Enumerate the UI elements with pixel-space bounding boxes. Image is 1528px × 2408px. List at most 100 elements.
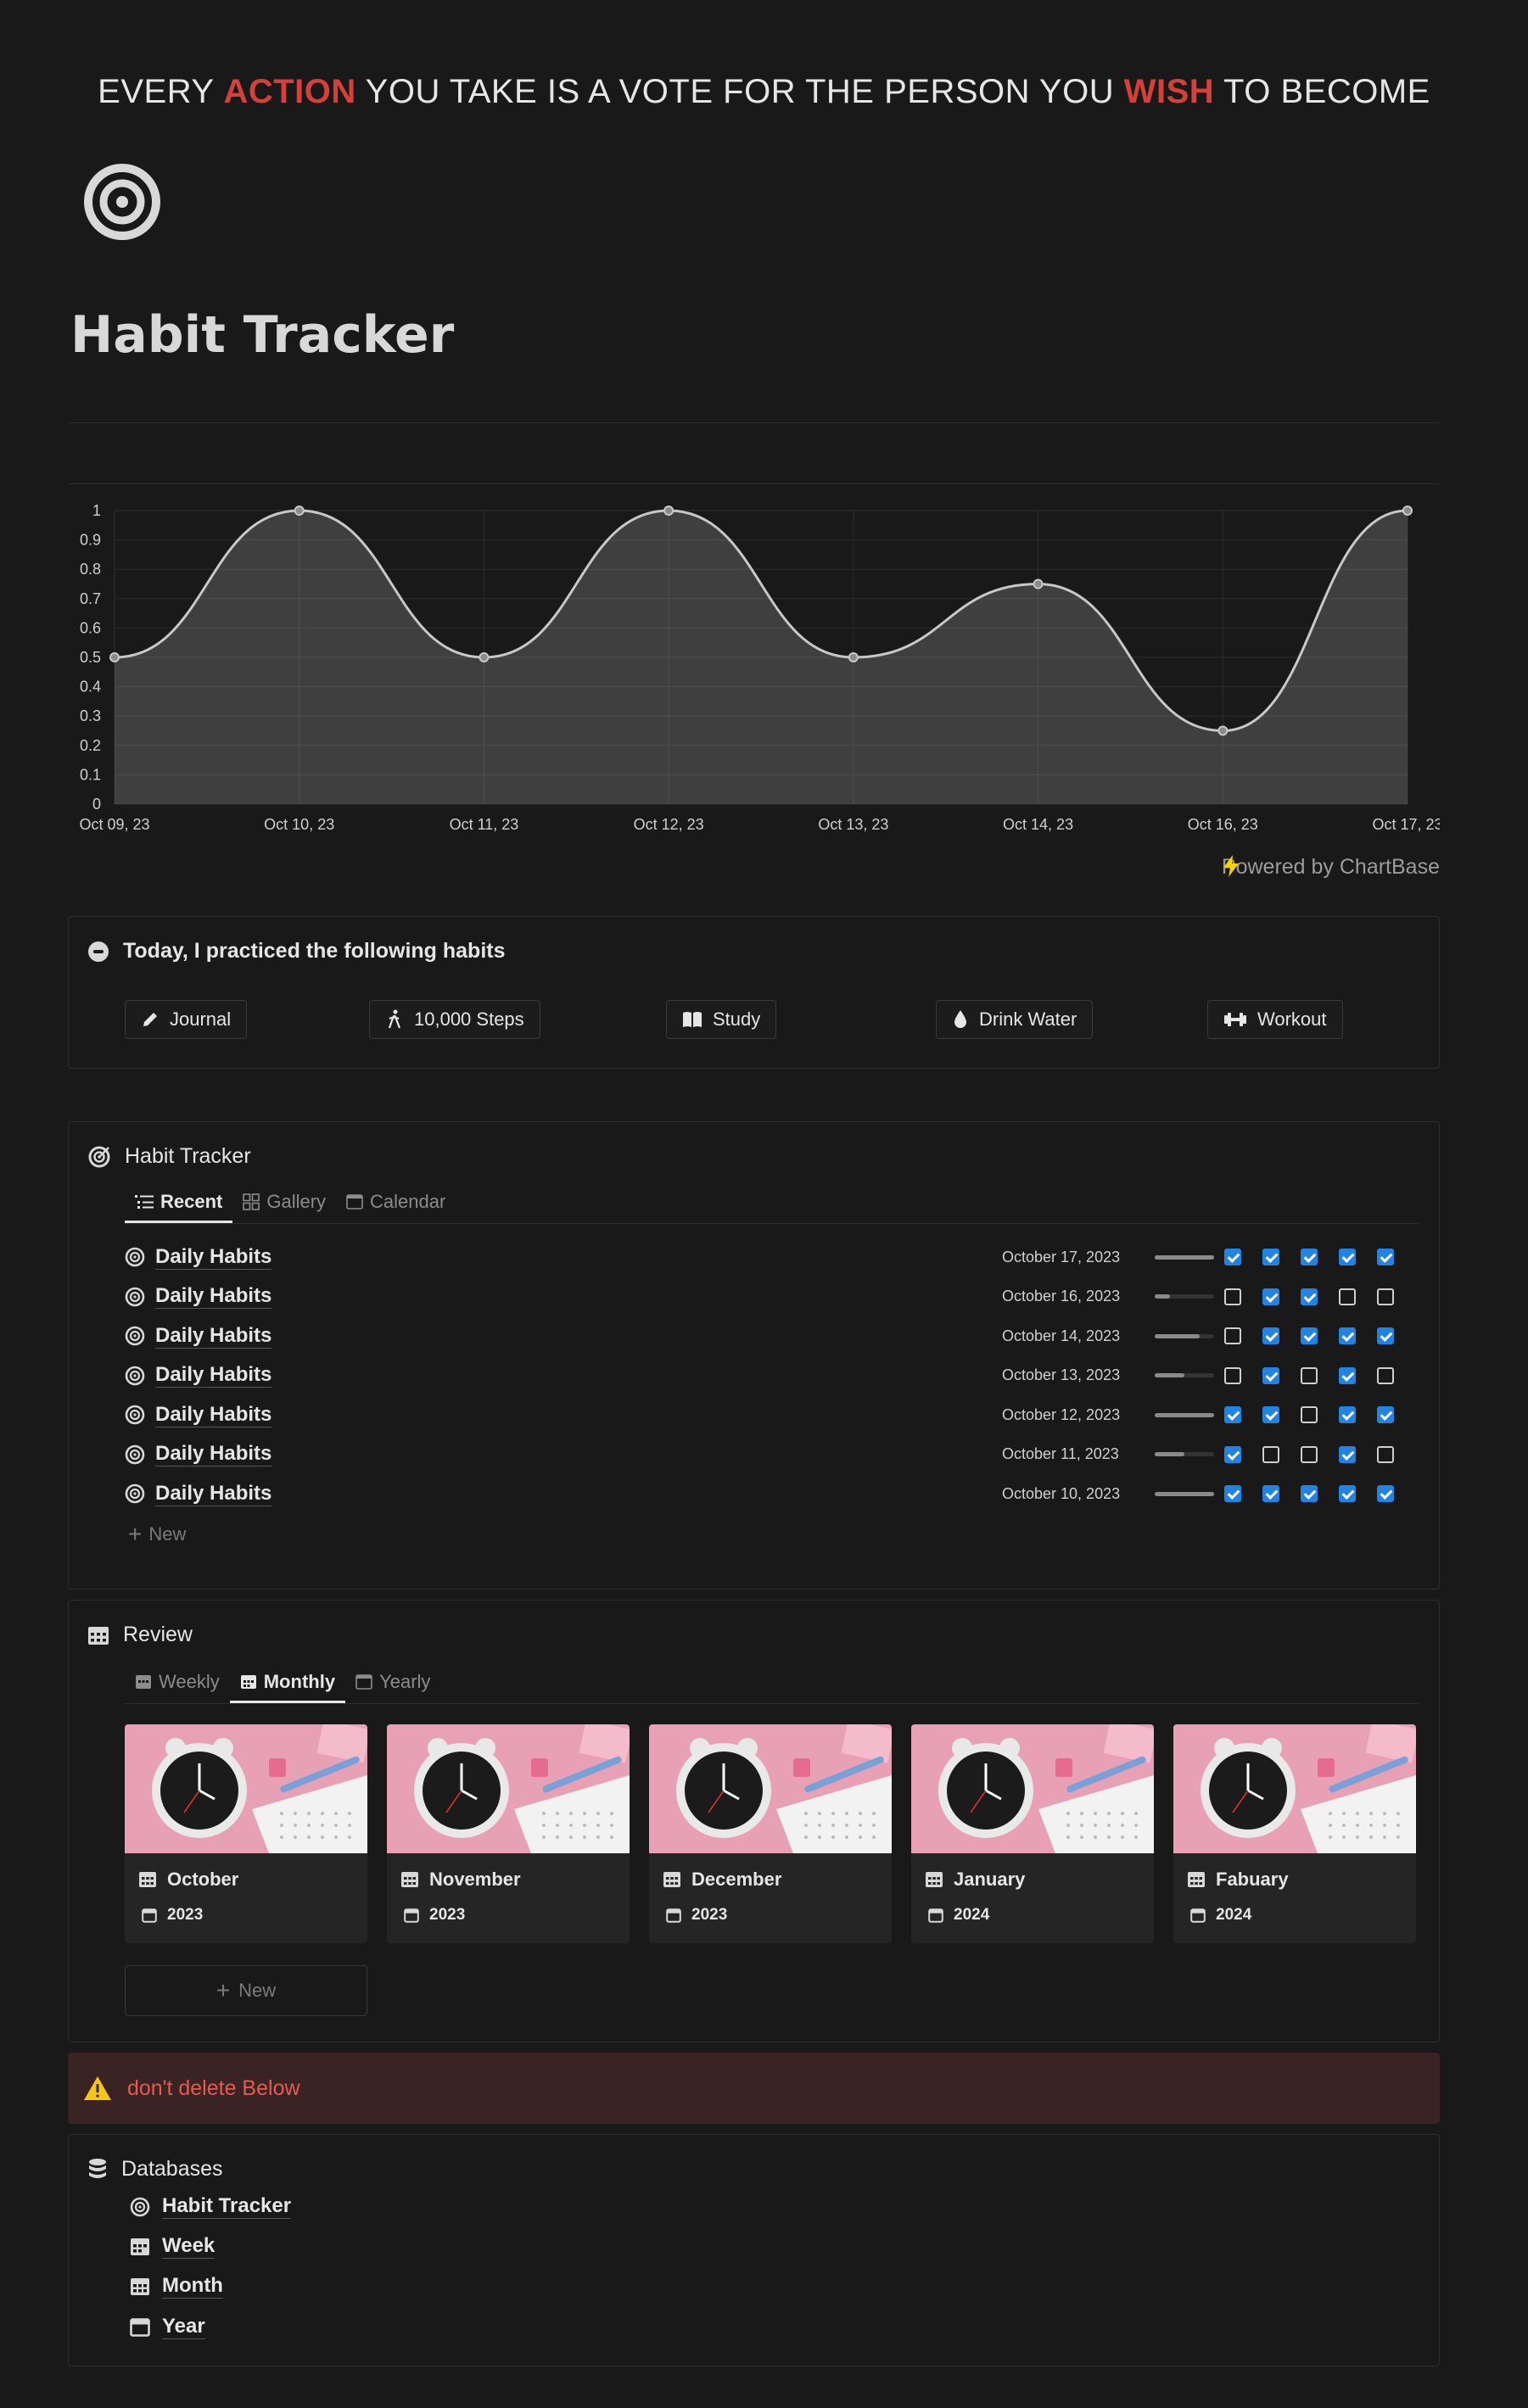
row-title[interactable]: Daily Habits (125, 1284, 272, 1309)
habit-checkbox[interactable] (1339, 1288, 1356, 1305)
review-card-item[interactable]: January 2024 (911, 1724, 1154, 1943)
tab-calendar[interactable]: Calendar (336, 1182, 456, 1222)
habit-checkbox[interactable] (1224, 1327, 1241, 1344)
review-card-item[interactable]: November 2023 (387, 1724, 630, 1943)
habit-checkbox[interactable] (1301, 1485, 1318, 1502)
row-title[interactable]: Daily Habits (125, 1363, 272, 1388)
habit-checkbox[interactable] (1224, 1249, 1241, 1265)
habit-checkbox[interactable] (1377, 1249, 1394, 1265)
drink-water-button[interactable]: Drink Water (936, 1000, 1094, 1039)
steps-button[interactable]: 10,000 Steps (369, 1000, 540, 1039)
table-row[interactable]: Daily Habits October 14, 2023 (125, 1316, 1419, 1355)
x-tick-label: Oct 10, 23 (264, 816, 334, 833)
row-date: October 14, 2023 (1002, 1327, 1121, 1344)
table-row[interactable]: Daily Habits October 17, 2023 (125, 1238, 1419, 1277)
habit-checkbox[interactable] (1339, 1327, 1356, 1344)
habit-checkbox[interactable] (1377, 1366, 1394, 1384)
habit-checkbox[interactable] (1301, 1406, 1318, 1423)
table-row[interactable]: Daily Habits October 10, 2023 (125, 1474, 1419, 1513)
progress-bar (1155, 1452, 1214, 1456)
journal-button[interactable]: Journal (125, 1000, 248, 1039)
calendar-icon (663, 1872, 680, 1887)
tabs-divider (125, 1703, 1419, 1704)
habit-tracker-header[interactable]: Habit Tracker (87, 1144, 251, 1169)
data-point (479, 652, 490, 662)
habit-tracker-card: Habit Tracker Recent Gallery Calendar Da… (68, 1121, 1440, 1590)
tab-monthly[interactable]: Monthly (229, 1662, 346, 1703)
new-entry-button[interactable]: + New (128, 1521, 187, 1547)
habit-checkbox[interactable] (1339, 1406, 1356, 1423)
habit-checkbox[interactable] (1262, 1406, 1279, 1423)
card-title: Fabuary (1187, 1869, 1289, 1891)
habit-checkbox[interactable] (1224, 1445, 1241, 1463)
habit-checkbox[interactable] (1377, 1327, 1394, 1344)
target-icon (88, 1146, 110, 1167)
calendar-icon (240, 1675, 256, 1689)
review-card-item[interactable]: December 2023 (649, 1724, 892, 1943)
table-row[interactable]: Daily Habits October 16, 2023 (125, 1277, 1419, 1316)
habit-checkbox[interactable] (1262, 1485, 1279, 1502)
table-row[interactable]: Daily Habits October 11, 2023 (125, 1435, 1419, 1474)
habit-checkbox[interactable] (1301, 1366, 1318, 1384)
habit-checkbox[interactable] (1262, 1445, 1279, 1463)
tab-yearly[interactable]: Yearly (345, 1662, 440, 1702)
target-icon (125, 1326, 145, 1346)
practice-header: Today, I practiced the following habits (87, 939, 506, 964)
db-link-week[interactable]: Week (130, 2234, 215, 2259)
powered-by-chartbase[interactable]: Powered by ChartBase (1221, 855, 1440, 879)
habit-checkbox[interactable] (1377, 1288, 1394, 1305)
habit-checkbox[interactable] (1301, 1327, 1318, 1344)
table-row[interactable]: Daily Habits October 13, 2023 (125, 1356, 1419, 1395)
y-tick-label: 1 (92, 502, 101, 519)
tab-recent[interactable]: Recent (125, 1182, 233, 1223)
tab-gallery[interactable]: Gallery (232, 1182, 336, 1222)
habit-checkbox[interactable] (1301, 1249, 1318, 1265)
habit-checkbox[interactable] (1301, 1288, 1318, 1305)
habit-checkbox[interactable] (1339, 1249, 1356, 1265)
row-title[interactable]: Daily Habits (125, 1403, 272, 1427)
row-title[interactable]: Daily Habits (125, 1245, 272, 1270)
chart-embed: 1 0.9 0.8 0.7 0.6 0.5 0.4 0.3 0.2 0.1 0 Oct 09, 23 O… (68, 483, 1440, 882)
habit-checkbox[interactable] (1262, 1366, 1279, 1384)
habit-checkbox[interactable] (1262, 1249, 1279, 1265)
habit-checkbox[interactable] (1224, 1406, 1241, 1423)
x-tick-label: Oct 12, 23 (634, 816, 704, 833)
row-title[interactable]: Daily Habits (125, 1324, 272, 1349)
row-date: October 11, 2023 (1002, 1445, 1119, 1462)
db-link-month[interactable]: Month (130, 2274, 223, 2299)
habit-checkbox[interactable] (1224, 1288, 1241, 1305)
table-row[interactable]: Daily Habits October 12, 2023 (125, 1395, 1419, 1434)
page-title[interactable]: Habit Tracker (70, 305, 455, 365)
review-card: Review Weekly Monthly Yearly (68, 1600, 1440, 2042)
habit-checkbox[interactable] (1377, 1485, 1394, 1502)
list-icon (135, 1195, 154, 1209)
habit-checkbox[interactable] (1262, 1327, 1279, 1344)
tab-weekly[interactable]: Weekly (125, 1662, 230, 1702)
row-title[interactable]: Daily Habits (125, 1482, 272, 1506)
study-button[interactable]: Study (666, 1000, 777, 1039)
db-link-habit-tracker[interactable]: Habit Tracker (130, 2194, 292, 2219)
tabs-divider (125, 1223, 1419, 1224)
habit-checkbox[interactable] (1339, 1485, 1356, 1502)
habit-checkbox[interactable] (1262, 1288, 1279, 1305)
new-review-button[interactable]: + New (125, 1965, 367, 2016)
target-icon (125, 1287, 145, 1306)
target-icon[interactable] (81, 161, 163, 243)
habit-checkbox[interactable] (1339, 1445, 1356, 1463)
series-area (115, 511, 1408, 804)
habit-checkbox[interactable] (1301, 1445, 1318, 1463)
review-card-item[interactable]: October 2023 (125, 1724, 367, 1943)
habit-checkbox[interactable] (1377, 1445, 1394, 1463)
db-link-year[interactable]: Year (130, 2315, 205, 2339)
workout-button[interactable]: Workout (1207, 1000, 1343, 1039)
row-title[interactable]: Daily Habits (125, 1442, 272, 1467)
review-header[interactable]: Review (87, 1623, 193, 1647)
habit-checkbox[interactable] (1224, 1366, 1241, 1384)
habit-checkbox[interactable] (1377, 1406, 1394, 1423)
calendar-icon (131, 2277, 149, 2295)
y-tick-label: 0 (92, 796, 101, 813)
habit-checkbox[interactable] (1339, 1366, 1356, 1384)
review-card-item[interactable]: Fabuary 2024 (1173, 1724, 1416, 1943)
card-year: 2023 (404, 1906, 465, 1925)
habit-checkbox[interactable] (1224, 1485, 1241, 1502)
